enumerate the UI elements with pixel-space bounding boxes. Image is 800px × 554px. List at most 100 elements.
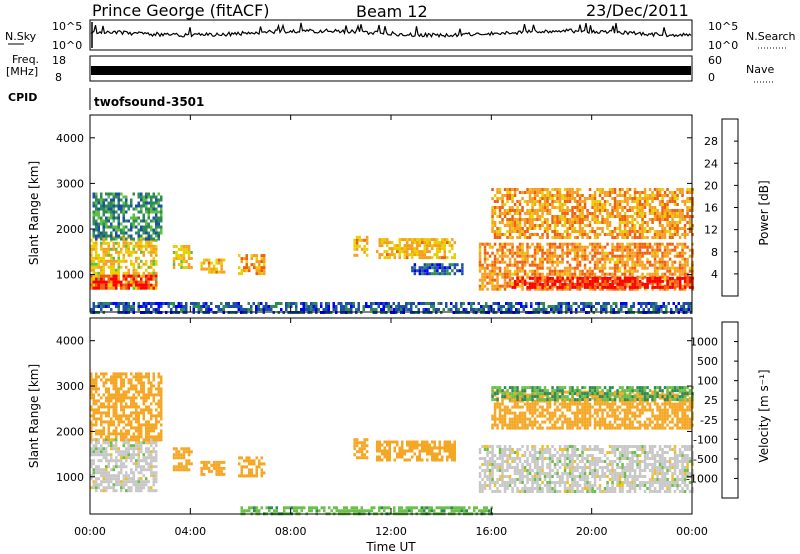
- power-echo-cell: [618, 221, 622, 224]
- power-echo-cell: [631, 263, 634, 267]
- power-echo-cell: [653, 276, 657, 280]
- power-echo-cell: [120, 259, 123, 263]
- power-echo-cell: [378, 238, 381, 242]
- power-echo-cell: [576, 245, 579, 249]
- power-echo-cell: [571, 191, 574, 194]
- velocity-echo-cell: [105, 477, 108, 481]
- power-echo-cell: [691, 191, 694, 194]
- power-echo-cell: [127, 283, 130, 287]
- velocity-echo-cell: [135, 372, 138, 376]
- velocity-echo-cell: [132, 426, 135, 430]
- power-echo-cell: [392, 308, 395, 311]
- power-echo-cell: [503, 275, 507, 279]
- power-echo-cell: [180, 257, 183, 260]
- power-echo-cell: [541, 209, 544, 212]
- power-echo-cell: [521, 218, 524, 221]
- power-echo-cell: [551, 257, 554, 261]
- velocity-echo-cell: [255, 465, 258, 469]
- power-echo-cell: [217, 261, 221, 265]
- power-echo-cell: [576, 276, 579, 280]
- power-echo-cell: [616, 263, 619, 267]
- power-echo-cell: [152, 262, 155, 266]
- power-echo-cell: [172, 266, 176, 269]
- velocity-echo-cell: [110, 438, 113, 442]
- power-echo-cell: [573, 212, 577, 215]
- power-echo-cell: [671, 197, 674, 200]
- velocity-echo-cell: [453, 452, 456, 456]
- power-echo-cell: [486, 281, 489, 285]
- power-echo-cell: [503, 266, 507, 270]
- power-echo-cell: [377, 302, 380, 305]
- power-echo-cell: [651, 218, 654, 221]
- power-echo-cell: [142, 201, 145, 205]
- power-echo-cell: [603, 203, 607, 206]
- power-echo-cell: [130, 241, 133, 245]
- power-echo-cell: [95, 241, 98, 245]
- power-echo-cell: [491, 224, 494, 227]
- power-echo-cell: [536, 191, 539, 194]
- velocity-echo-cell: [107, 414, 110, 418]
- power-echo-cell: [638, 242, 642, 246]
- power-echo-cell: [656, 251, 659, 255]
- velocity-echo-cell: [220, 469, 223, 473]
- power-echo-cell: [606, 285, 609, 289]
- velocity-echo-cell: [388, 452, 391, 456]
- power-echo-cell: [90, 262, 93, 266]
- power-echo-cell: [523, 257, 527, 261]
- velocity-echo-cell: [105, 435, 108, 439]
- power-echo-cell: [180, 305, 183, 308]
- velocity-echo-cell: [125, 450, 128, 454]
- power-echo-cell: [631, 230, 634, 233]
- velocity-echo-cell: [386, 440, 389, 444]
- power-echo-cell: [618, 230, 622, 233]
- power-echo-cell: [596, 266, 599, 270]
- velocity-echo-cell: [92, 447, 95, 451]
- velocity-echo-cell: [443, 449, 446, 453]
- power-echo-cell: [606, 242, 609, 246]
- power-echo-cell: [157, 305, 160, 308]
- power-echo-cell: [150, 237, 153, 241]
- power-echo-cell: [655, 305, 658, 308]
- power-echo-cell: [541, 275, 544, 279]
- power-echo-cell: [533, 269, 537, 273]
- power-echo-cell: [423, 269, 427, 273]
- power-echo-cell: [551, 284, 554, 288]
- power-echo-cell: [663, 236, 667, 239]
- power-echo-cell: [668, 230, 672, 233]
- velocity-echo-cell: [428, 449, 431, 453]
- velocity-echo-cell: [145, 408, 148, 412]
- velocity-echo-cell: [245, 456, 248, 460]
- power-echo-cell: [491, 251, 494, 255]
- velocity-echo-cell: [102, 450, 105, 454]
- power-echo-cell: [668, 236, 672, 239]
- power-echo-cell: [688, 191, 692, 194]
- power-echo-cell: [591, 242, 594, 246]
- power-echo-cell: [487, 305, 490, 308]
- power-echo-cell: [175, 251, 178, 254]
- velocity-echo-cell: [187, 447, 191, 451]
- power-echo-cell: [608, 257, 612, 261]
- power-echo-cell: [553, 254, 557, 258]
- power-echo-cell: [543, 203, 547, 206]
- power-echo-cell: [493, 194, 497, 197]
- power-echo-cell: [100, 244, 103, 248]
- power-echo-cell: [681, 257, 684, 261]
- velocity-echo-cell: [127, 429, 130, 433]
- power-echo-cell: [501, 233, 504, 236]
- power-echo-cell: [548, 272, 552, 276]
- power-echo-cell: [433, 269, 437, 273]
- power-echo-cell: [556, 269, 559, 273]
- power-echo-cell: [648, 188, 652, 191]
- velocity-echo-cell: [140, 390, 143, 394]
- power-echo-cell: [115, 241, 118, 245]
- power-echo-cell: [220, 270, 223, 274]
- power-echo-cell: [646, 279, 649, 283]
- power-echo-cell: [97, 302, 100, 305]
- power-echo-cell: [588, 272, 592, 276]
- power-echo-cell: [678, 227, 682, 230]
- power-echo-cell: [546, 188, 549, 191]
- velocity-echo-cell: [421, 443, 424, 447]
- power-echo-cell: [568, 191, 572, 194]
- power-echo-cell: [662, 302, 665, 305]
- power-echo-cell: [578, 260, 582, 264]
